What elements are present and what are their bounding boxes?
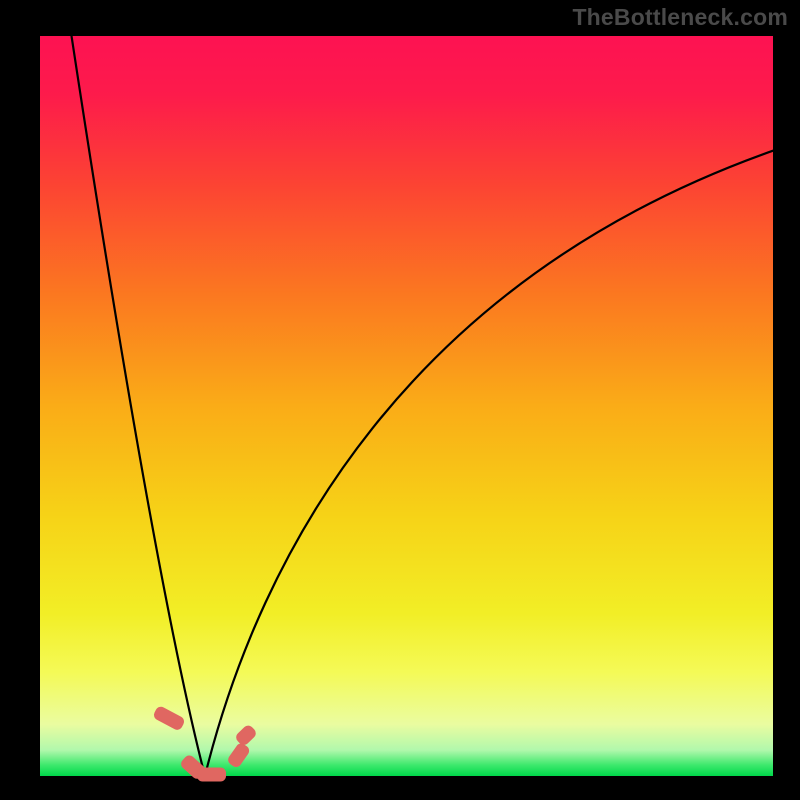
plot-background — [40, 36, 773, 776]
attribution-label: TheBottleneck.com — [572, 4, 788, 31]
curve-marker — [198, 768, 226, 781]
chart-stage: TheBottleneck.com — [0, 0, 800, 800]
bottleneck-plot — [0, 0, 800, 800]
